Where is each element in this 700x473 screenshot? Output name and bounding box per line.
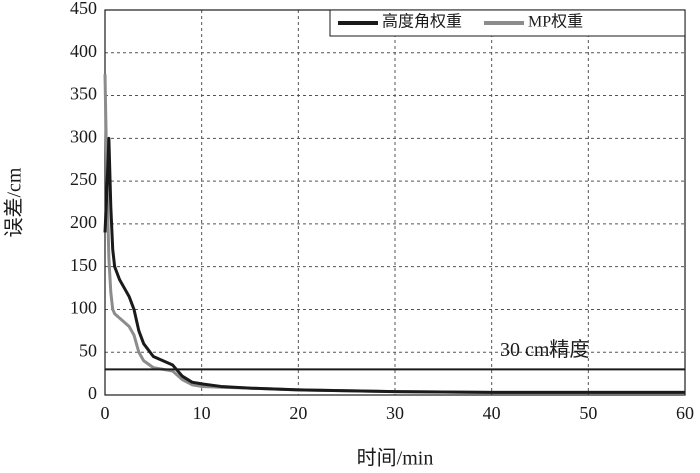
x-tick-label: 20	[289, 403, 307, 423]
y-tick-label: 0	[88, 383, 97, 403]
y-tick-label: 300	[70, 126, 97, 146]
reference-label: 30 cm精度	[500, 338, 589, 361]
y-tick-label: 100	[70, 298, 97, 318]
x-axis-label: 时间/min	[357, 447, 434, 470]
x-tick-label: 10	[193, 403, 211, 423]
x-tick-label: 40	[483, 403, 501, 423]
y-tick-label: 350	[70, 84, 97, 104]
y-tick-label: 50	[79, 340, 97, 360]
y-tick-label: 450	[70, 0, 97, 18]
x-tick-label: 0	[101, 403, 110, 423]
x-tick-label: 50	[579, 403, 597, 423]
x-tick-label: 60	[676, 403, 694, 423]
y-axis-label: 误差/cm	[3, 167, 26, 237]
legend: 高度角权重 MP权重	[329, 9, 686, 37]
y-tick-label: 250	[70, 169, 97, 189]
legend-label: MP权重	[528, 13, 583, 31]
x-tick-label: 30	[386, 403, 404, 423]
data-line	[103, 136, 685, 394]
legend-label: 高度角权重	[382, 13, 462, 31]
y-tick-label: 150	[70, 255, 97, 275]
y-tick-label: 200	[70, 212, 97, 232]
y-tick-label: 400	[70, 41, 97, 61]
